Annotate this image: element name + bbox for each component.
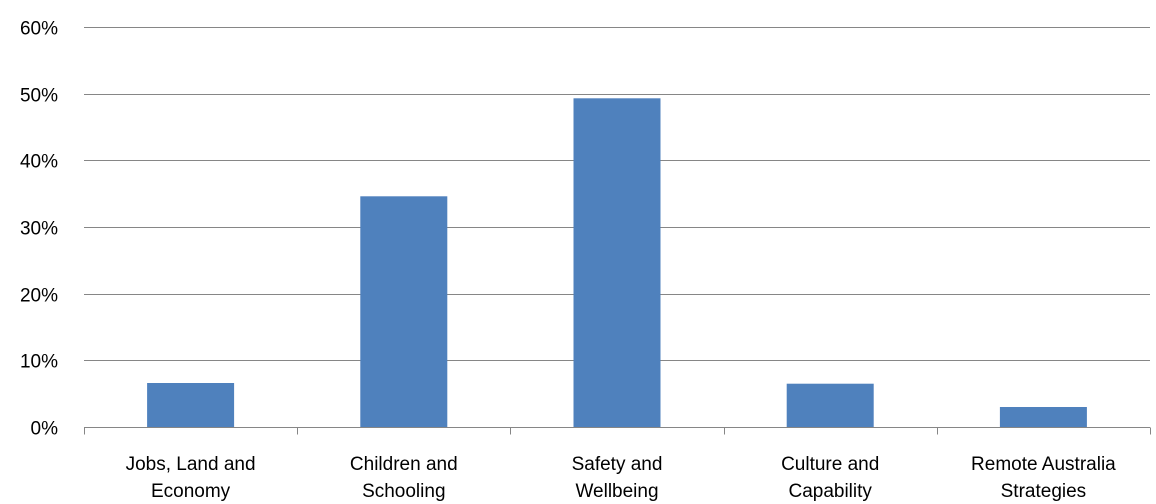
bar bbox=[360, 196, 448, 427]
y-tick-label: 10% bbox=[20, 352, 58, 373]
y-tick-label: 50% bbox=[20, 86, 58, 107]
bars bbox=[147, 98, 1087, 428]
x-tick-label-line: Wellbeing bbox=[575, 481, 658, 502]
y-tick-label: 60% bbox=[20, 19, 58, 40]
bar bbox=[999, 407, 1087, 427]
y-tick-label: 20% bbox=[20, 286, 58, 307]
x-tick-label-line: Schooling bbox=[362, 481, 445, 502]
x-tick-label-line: Strategies bbox=[1001, 481, 1087, 502]
x-tick-label-line: Children and bbox=[350, 454, 458, 475]
y-tick-label: 30% bbox=[20, 219, 58, 240]
x-tick-label-line: Economy bbox=[151, 481, 231, 502]
x-tick-label: Jobs, Land and Economy bbox=[126, 454, 256, 502]
x-axis bbox=[84, 427, 1151, 435]
bar bbox=[573, 98, 661, 428]
x-axis-tick-labels: Jobs, Land and Economy Children and Schooli… bbox=[126, 454, 1117, 502]
x-tick-label: Safety and Wellbeing bbox=[572, 454, 663, 502]
x-tick-label-line: Capability bbox=[788, 481, 872, 502]
bar bbox=[786, 383, 874, 427]
y-axis-tick-labels: 0% 10% 20% 30% 40% 50% 60% bbox=[20, 19, 58, 440]
y-tick-label: 40% bbox=[20, 152, 58, 173]
x-tick-label: Culture and Capability bbox=[781, 454, 879, 502]
x-tick-label: Remote Australia Strategies bbox=[971, 454, 1116, 502]
bar bbox=[147, 383, 235, 427]
x-tick-label-line: Jobs, Land and bbox=[126, 454, 256, 475]
x-tick-label-line: Culture and bbox=[781, 454, 879, 475]
x-tick-label-line: Safety and bbox=[572, 454, 663, 475]
x-tick-label-line: Remote Australia bbox=[971, 454, 1116, 475]
y-tick-label: 0% bbox=[31, 419, 59, 440]
x-tick-label: Children and Schooling bbox=[350, 454, 458, 502]
